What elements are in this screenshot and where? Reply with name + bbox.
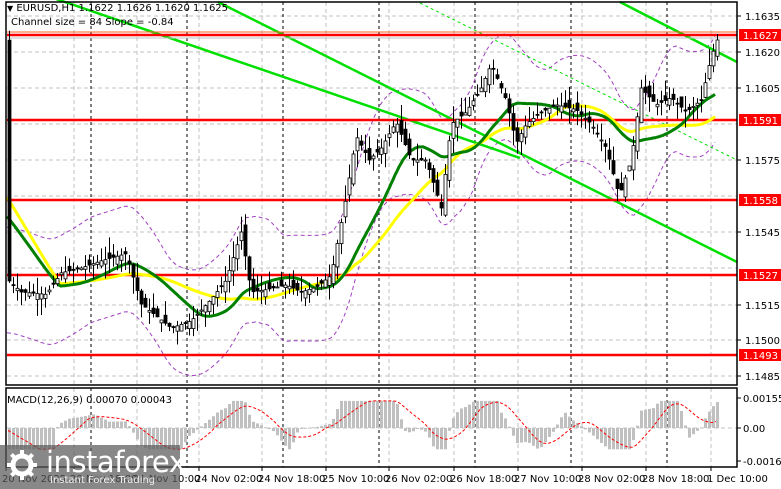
level-price-tag bbox=[739, 269, 781, 281]
watermark-tagline: Instant Forex Trading bbox=[50, 475, 156, 486]
time-tick-label: 25 Nov 10:00 bbox=[322, 474, 389, 485]
time-tick-label: 24 Nov 18:00 bbox=[258, 474, 325, 485]
time-tick-label: 24 Nov 02:00 bbox=[195, 474, 262, 485]
macd-tick-label: 0.00 bbox=[743, 424, 765, 435]
symbol-ohlc: EURUSD,H1 1.1622 1.1626 1.1620 1.1625 bbox=[16, 3, 229, 14]
price-tick-label: 1.1620 bbox=[745, 48, 780, 59]
time-tick-label: 28 Nov 02:00 bbox=[578, 474, 645, 485]
symbol-header: ▼ EURUSD,H1 1.1622 1.1626 1.1620 1.1625 bbox=[7, 3, 228, 14]
macd-tick-label: 0.00155 bbox=[743, 394, 781, 405]
time-tick-label: 1 Dec 10:00 bbox=[707, 474, 768, 485]
level-price-tag bbox=[739, 114, 781, 126]
channel-info: Channel size = 84 Slope = -0.84 bbox=[11, 17, 174, 28]
price-tick-label: 1.1575 bbox=[745, 156, 780, 167]
macd-tick-label: -0.00166 bbox=[743, 457, 781, 468]
day-separators bbox=[90, 2, 668, 467]
time-tick-label: 26 Nov 02:00 bbox=[385, 474, 452, 485]
horizontal-levels[interactable] bbox=[7, 31, 737, 357]
macd-panel bbox=[7, 400, 719, 450]
price-axis[interactable]: 1.1635 1.1620 1.1605 1.1575 1.1545 1.1515 1.15… bbox=[737, 12, 781, 468]
time-tick-label: 28 Nov 18:00 bbox=[642, 474, 709, 485]
candlesticks bbox=[7, 30, 720, 345]
time-tick-label: 26 Nov 18:00 bbox=[450, 474, 517, 485]
level-price-tag bbox=[739, 194, 781, 206]
instaforex-watermark: instaforex Instant Forex Trading bbox=[0, 445, 186, 489]
price-tick-label: 1.1635 bbox=[745, 12, 780, 23]
envelope-lines bbox=[6, 33, 716, 377]
gear-logo-icon bbox=[7, 450, 37, 480]
price-tick-label: 1.1500 bbox=[745, 336, 780, 347]
level-price-tag bbox=[739, 349, 781, 361]
level-price-label: 1.1558 bbox=[743, 196, 778, 207]
level-price-label: 1.1527 bbox=[743, 271, 778, 282]
level-price-label: 1.1627 bbox=[743, 31, 778, 42]
price-tick-label: 1.1605 bbox=[745, 84, 780, 95]
price-tick-label: 1.1515 bbox=[745, 301, 780, 312]
time-tick-label: 27 Nov 10:00 bbox=[514, 474, 581, 485]
macd-label: MACD(12,26,9) 0.00070 0.00043 bbox=[7, 395, 173, 406]
watermark-brand: instaforex bbox=[46, 445, 186, 479]
collapse-triangle-icon[interactable]: ▼ bbox=[7, 4, 14, 13]
level-price-label: 1.1591 bbox=[743, 116, 778, 127]
level-price-tag bbox=[739, 29, 781, 41]
level-price-label: 1.1493 bbox=[743, 351, 778, 362]
moving-averages bbox=[5, 93, 716, 318]
price-tick-label: 1.1545 bbox=[745, 228, 780, 239]
price-tick-label: 1.1485 bbox=[745, 372, 780, 383]
